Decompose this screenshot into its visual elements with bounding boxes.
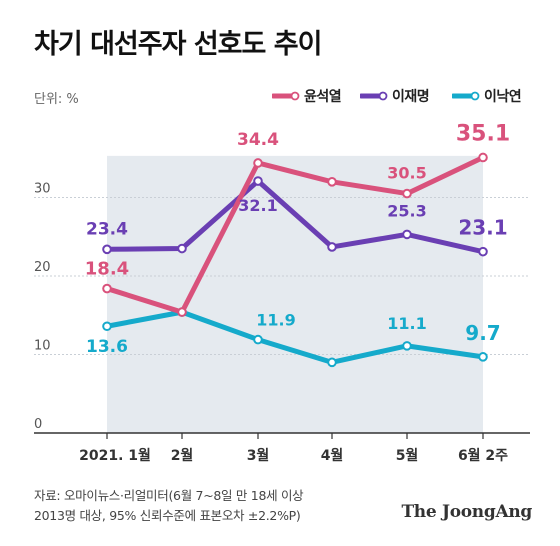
data-label-yoon-0: 18.4: [85, 259, 129, 280]
legend-label-lee-ny: 이낙연: [484, 89, 522, 105]
series-line-lee-ny: [104, 309, 486, 365]
data-point-lee-jm-3: [327, 242, 337, 252]
x-tick-label-4: 5월: [396, 447, 419, 464]
data-point-lee-jm-4: [402, 229, 412, 240]
source-note: 자료: 오마이뉴스·리얼미터(6월 7~8일 만 18세 이상 2013명 대상…: [34, 486, 304, 526]
y-tick-label-20: 20: [34, 260, 51, 275]
data-label-lee-ny-5: 9.7: [465, 321, 500, 345]
data-point-lee-jm-1: [177, 243, 187, 254]
data-point-lee-ny-5: [478, 352, 488, 362]
data-point-yoon-4: [402, 188, 412, 199]
x-tick-label-5: 6월 2주: [458, 447, 508, 464]
plot-area-shade: [107, 155, 483, 433]
data-point-lee-ny-2: [253, 334, 263, 345]
unit-label: 단위: %: [34, 92, 79, 107]
x-tick-label-0: 2021. 1월: [79, 447, 151, 464]
legend-label-lee-jm: 이재명: [392, 89, 430, 105]
y-tick-label-10: 10: [34, 339, 51, 354]
legend-marker-lee-jm: [378, 91, 388, 101]
data-label-lee-jm-0: 23.4: [86, 219, 128, 239]
legend-swatch-lee-ny: [452, 91, 480, 101]
series-line-yoon: [104, 154, 486, 315]
data-point-lee-ny-4: [402, 341, 412, 351]
data-label-lee-ny-0: 13.6: [86, 337, 128, 357]
data-label-lee-jm-4: 25.3: [387, 201, 426, 220]
y-tick-label-30: 30: [34, 182, 51, 197]
data-label-lee-jm-2: 32.1: [238, 196, 277, 215]
data-point-yoon-3: [327, 177, 337, 187]
data-label-lee-ny-2: 11.9: [256, 311, 295, 330]
data-label-lee-ny-4: 11.1: [387, 314, 426, 333]
brand-logo: The JoongAng: [401, 502, 532, 522]
data-label-lee-jm-5: 23.1: [458, 216, 507, 240]
data-point-lee-jm-2: [253, 176, 263, 186]
x-tick-label-1: 2월: [171, 447, 194, 464]
legend-item-lee-ny: 이낙연: [452, 86, 522, 106]
x-tick-label-2: 3월: [247, 447, 270, 464]
data-point-yoon-2: [253, 158, 263, 168]
legend-item-lee-jm: 이재명: [360, 86, 430, 106]
series-line-lee-jm: [104, 178, 486, 255]
data-label-yoon-2: 34.4: [237, 130, 279, 150]
source-line-2: 2013명 대상, 95% 신뢰수준에 표본오차 ±2.2%P): [34, 508, 301, 523]
legend: 윤석열 이재명 이낙연: [0, 86, 560, 106]
legend-swatch-yoon: [272, 91, 300, 101]
data-point-lee-ny-0: [102, 321, 112, 332]
legend-marker-lee-ny: [470, 91, 480, 101]
data-label-yoon-5: 35.1: [456, 121, 510, 146]
data-point-yoon-5: [478, 152, 488, 163]
legend-marker-yoon: [290, 91, 300, 101]
legend-label-yoon: 윤석열: [304, 89, 342, 105]
data-point-yoon-1: [177, 307, 187, 317]
legend-swatch-lee-jm: [360, 91, 388, 101]
y-tick-label-0: 0: [34, 417, 42, 432]
x-tick-label-3: 4월: [321, 447, 344, 464]
data-point-lee-ny-3: [327, 357, 337, 368]
data-label-yoon-4: 30.5: [387, 164, 426, 183]
legend-item-yoon: 윤석열: [272, 86, 342, 106]
data-point-yoon-0: [102, 283, 112, 294]
chart-title: 차기 대선주자 선호도 추이: [34, 29, 322, 60]
data-point-lee-jm-0: [102, 244, 112, 255]
source-line-1: 자료: 오마이뉴스·리얼미터(6월 7~8일 만 18세 이상: [34, 488, 304, 503]
data-point-lee-jm-5: [478, 246, 488, 257]
